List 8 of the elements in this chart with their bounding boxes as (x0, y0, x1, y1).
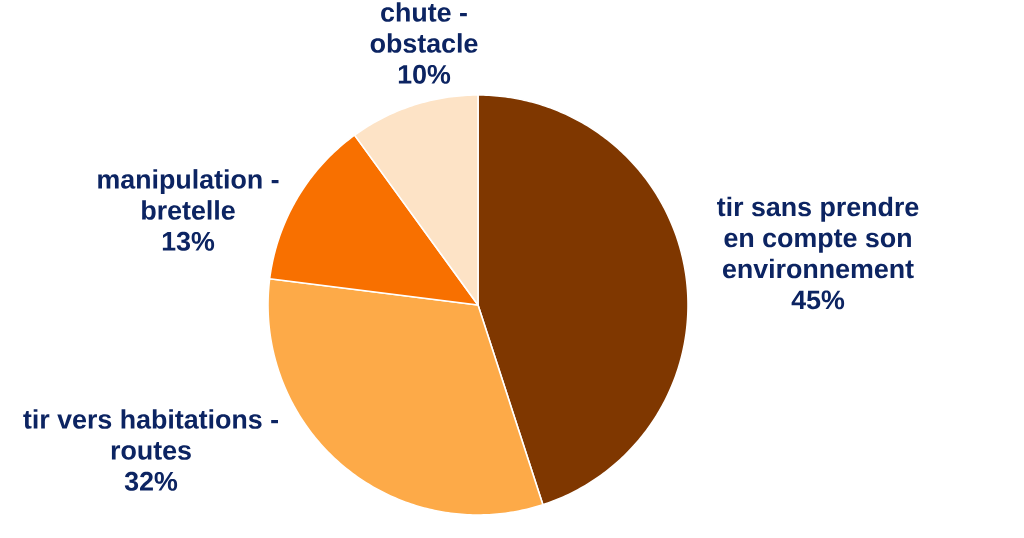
data-label: 10% (398, 64, 451, 84)
data-label: 13% (162, 231, 215, 251)
slice-label: manipulation - bretelle (98, 169, 279, 220)
data-label: 32% (124, 471, 178, 491)
slice-label: tir vers habitations - routes (23, 409, 278, 460)
data-label: 45% (791, 290, 845, 310)
slice-label: chute - obstacle (370, 2, 478, 53)
slice-label: tir sans prendre en compte son environnement (717, 196, 919, 279)
